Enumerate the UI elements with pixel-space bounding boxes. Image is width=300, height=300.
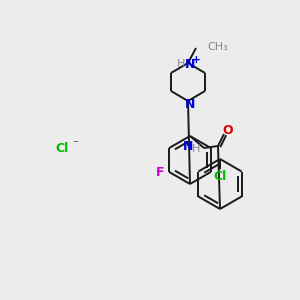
Text: N: N (185, 58, 195, 70)
Text: CH₃: CH₃ (207, 42, 228, 52)
Text: H: H (177, 59, 185, 69)
Text: F: F (156, 167, 164, 179)
Text: N: N (185, 98, 195, 110)
Text: +: + (192, 55, 200, 65)
Text: ⁻: ⁻ (72, 139, 78, 152)
Text: N: N (183, 140, 193, 152)
Text: H: H (192, 144, 200, 154)
Text: O: O (223, 124, 233, 137)
Text: Cl: Cl (213, 170, 226, 184)
Text: Cl: Cl (56, 142, 69, 154)
